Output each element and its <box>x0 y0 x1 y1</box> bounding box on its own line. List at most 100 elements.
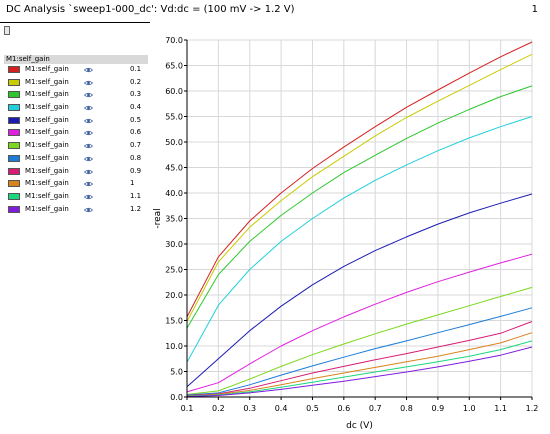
visibility-eye-icon[interactable] <box>84 92 93 98</box>
x-tick-label: 0.8 <box>400 404 413 413</box>
series-color-swatch <box>8 116 20 124</box>
series-color-swatch <box>8 66 20 73</box>
x-tick-label: 1.1 <box>494 404 507 413</box>
title-divider <box>0 22 150 23</box>
legend-item-label: M1:self_gain <box>25 65 69 73</box>
legend-item[interactable]: M1:self_gain 0.3 <box>4 89 148 102</box>
x-tick-label: 0.5 <box>306 404 319 413</box>
legend-item-value: 0.6 <box>130 128 142 137</box>
y-tick-label: 35.0 <box>165 215 183 224</box>
series-color-swatch <box>8 104 20 112</box>
legend-item-label: M1:self_gain <box>25 204 69 213</box>
series-line-1 <box>186 332 533 397</box>
chart-axes: 0.1 0.2 0.3 0.4 0.5 0.6 0.7 0.8 0.9 1.0 1.1 1.2 0.0 5… <box>153 36 538 431</box>
legend-item-label: M1:self_gain <box>25 166 69 175</box>
visibility-eye-icon[interactable] <box>84 80 93 86</box>
legend-item-value: 1 <box>130 179 135 188</box>
legend-panel: M1:self_gain M1:self_gain 0.1 M1:self_gain… <box>4 55 148 216</box>
legend-item-value: 1.1 <box>130 191 142 200</box>
legend-item-label: M1:self_gain <box>25 77 69 86</box>
y-tick-label: 40.0 <box>165 189 183 198</box>
series-color-swatch <box>8 78 20 86</box>
window-title: DC Analysis `sweep1-000_dc': Vd:dc = (10… <box>6 4 295 15</box>
legend-item-value: 0.9 <box>130 166 142 175</box>
x-tick-label: 0.3 <box>243 404 256 413</box>
series-line-0.7 <box>186 286 533 395</box>
y-tick-label: 50.0 <box>165 138 183 147</box>
x-axis-label: dc (V) <box>346 421 373 431</box>
x-tick-label: 1.0 <box>463 404 476 413</box>
x-tick-label: 0.4 <box>275 404 288 413</box>
series-line-1.2 <box>186 346 533 397</box>
visibility-eye-icon[interactable] <box>84 143 93 149</box>
legend-item[interactable]: M1:self_gain 0.4 <box>4 102 148 115</box>
visibility-eye-icon[interactable] <box>84 169 93 175</box>
y-tick-label: 65.0 <box>165 62 183 71</box>
series-color-swatch <box>8 91 20 99</box>
x-tick-label: 0.6 <box>337 404 350 413</box>
x-tick-label: 0.2 <box>212 404 225 413</box>
chart-grid <box>186 39 533 398</box>
y-axis-label: -real <box>153 208 163 228</box>
legend-item-label: M1:self_gain <box>25 115 69 124</box>
series-line-0.6 <box>186 253 533 393</box>
series-line-0.1 <box>186 41 533 318</box>
series-color-swatch <box>8 192 20 200</box>
legend-item[interactable]: M1:self_gain 0.6 <box>4 127 148 140</box>
legend-item[interactable]: M1:self_gain 1.1 <box>4 191 148 204</box>
legend-item-label: M1:self_gain <box>25 128 69 137</box>
x-tick-label: 0.7 <box>369 404 382 413</box>
y-tick-label: 0.0 <box>170 393 183 402</box>
legend-item[interactable]: M1:self_gain 0.5 <box>4 115 148 128</box>
legend-item-value: 0.3 <box>130 90 142 99</box>
panel-resize-handle[interactable] <box>4 26 10 35</box>
visibility-eye-icon[interactable] <box>84 118 93 124</box>
legend-header: M1:self_gain <box>4 55 148 64</box>
page-number: 1 <box>531 4 538 15</box>
legend-item-label: M1:self_gain <box>25 179 69 188</box>
legend-item-value: 0.1 <box>130 65 142 73</box>
visibility-eye-icon[interactable] <box>84 207 93 213</box>
legend-item[interactable]: M1:self_gain 0.2 <box>4 77 148 90</box>
series-color-swatch <box>8 154 20 162</box>
y-tick-label: 15.0 <box>165 317 183 326</box>
series-line-0.9 <box>186 321 533 396</box>
legend-item-value: 0.8 <box>130 153 142 162</box>
legend-item-label: M1:self_gain <box>25 90 69 99</box>
series-line-0.8 <box>186 307 533 396</box>
series-color-swatch <box>8 167 20 175</box>
legend-item-value: 0.2 <box>130 77 142 86</box>
y-tick-label: 45.0 <box>165 164 183 173</box>
series-color-swatch <box>8 129 20 137</box>
legend-item-value: 0.7 <box>130 141 142 150</box>
chart-series <box>186 41 533 397</box>
series-color-swatch <box>8 180 20 188</box>
legend-item-value: 0.5 <box>130 115 142 124</box>
series-line-0.3 <box>186 85 533 329</box>
legend-list: M1:self_gain 0.1 M1:self_gain 0.2 M1:self_ga… <box>4 64 148 216</box>
y-tick-label: 60.0 <box>165 87 183 96</box>
y-tick-label: 10.0 <box>165 342 183 351</box>
legend-item[interactable]: M1:self_gain 0.8 <box>4 153 148 166</box>
visibility-eye-icon[interactable] <box>84 156 93 162</box>
visibility-eye-icon[interactable] <box>84 194 93 200</box>
y-tick-label: 70.0 <box>165 36 183 45</box>
y-tick-label: 25.0 <box>165 266 183 275</box>
legend-item-value: 1.2 <box>130 204 142 213</box>
x-tick-label: 1.2 <box>526 404 539 413</box>
visibility-eye-icon[interactable] <box>84 130 93 136</box>
x-tick-label: 0.9 <box>432 404 445 413</box>
series-line-0.5 <box>186 193 533 388</box>
series-color-swatch <box>8 142 20 150</box>
visibility-eye-icon[interactable] <box>84 181 93 187</box>
series-line-0.4 <box>186 116 533 363</box>
visibility-eye-icon[interactable] <box>84 67 93 73</box>
series-color-swatch <box>8 205 20 213</box>
legend-item[interactable]: M1:self_gain 0.1 <box>4 64 148 77</box>
legend-item[interactable]: M1:self_gain 0.7 <box>4 140 148 153</box>
legend-item[interactable]: M1:self_gain 1 <box>4 178 148 191</box>
legend-item[interactable]: M1:self_gain 0.9 <box>4 166 148 179</box>
y-tick-label: 55.0 <box>165 113 183 122</box>
legend-item[interactable]: M1:self_gain 1.2 <box>4 204 148 217</box>
visibility-eye-icon[interactable] <box>84 105 93 111</box>
